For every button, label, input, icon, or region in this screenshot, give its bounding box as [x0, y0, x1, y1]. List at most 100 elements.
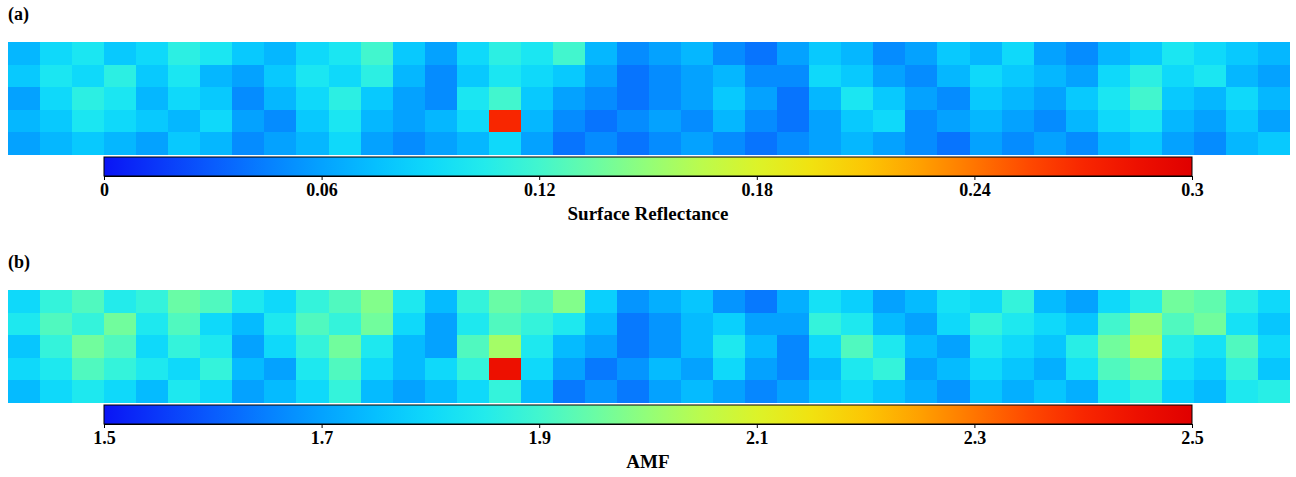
- cell: [970, 380, 1003, 403]
- cell: [72, 132, 105, 155]
- cell: [361, 65, 394, 88]
- cell: [1162, 380, 1195, 403]
- cell: [585, 110, 618, 133]
- cell: [809, 132, 842, 155]
- cell: [1066, 313, 1099, 336]
- cell: [136, 335, 169, 358]
- cell: [393, 290, 426, 313]
- cell: [713, 290, 746, 313]
- cell: [713, 335, 746, 358]
- cell: [649, 358, 682, 381]
- panel-label: (b): [8, 252, 30, 273]
- cell: [296, 313, 329, 336]
- cell: [1002, 358, 1035, 381]
- cell: [104, 110, 137, 133]
- cell: [1258, 313, 1290, 336]
- cell: [136, 132, 169, 155]
- cell: [1066, 87, 1099, 110]
- cell: [1226, 313, 1259, 336]
- cell: [970, 358, 1003, 381]
- cell: [553, 132, 586, 155]
- cell: [905, 290, 938, 313]
- cell: [1066, 132, 1099, 155]
- cell: [841, 110, 874, 133]
- cell: [1034, 132, 1067, 155]
- cell: [521, 132, 554, 155]
- cell: [970, 335, 1003, 358]
- cell: [1098, 132, 1131, 155]
- cell: [8, 65, 41, 88]
- cell: [1194, 87, 1227, 110]
- cell: [8, 335, 41, 358]
- cell: [745, 110, 778, 133]
- cell: [489, 65, 522, 88]
- tick: 0: [100, 176, 109, 200]
- cell: [8, 380, 41, 403]
- cell: [1098, 313, 1131, 336]
- cell: [329, 42, 362, 65]
- tick: 1.9: [528, 424, 551, 448]
- cell: [970, 87, 1003, 110]
- cell: [104, 87, 137, 110]
- cell: [168, 87, 201, 110]
- cell: [264, 65, 297, 88]
- cell: [104, 290, 137, 313]
- cell: [649, 65, 682, 88]
- cell: [329, 65, 362, 88]
- cell: [489, 380, 522, 403]
- cell: [1098, 290, 1131, 313]
- cell: [681, 380, 714, 403]
- cell: [40, 290, 73, 313]
- cell: [1130, 110, 1163, 133]
- cell: [585, 42, 618, 65]
- cell: [489, 313, 522, 336]
- tick: 0.3: [1181, 176, 1204, 200]
- cell: [841, 87, 874, 110]
- cell: [457, 65, 490, 88]
- colorbar-axis: 00.060.120.180.240.3: [100, 176, 1204, 200]
- cell: [617, 290, 650, 313]
- cell: [136, 313, 169, 336]
- tick: 0.24: [959, 176, 991, 200]
- cell: [296, 42, 329, 65]
- cell: [873, 87, 906, 110]
- tick: 0.06: [306, 176, 338, 200]
- cell: [1258, 42, 1290, 65]
- cell: [649, 335, 682, 358]
- cell: [937, 335, 970, 358]
- cell: [873, 42, 906, 65]
- cell: [393, 65, 426, 88]
- cell: [136, 358, 169, 381]
- cell: [425, 380, 458, 403]
- cell: [873, 380, 906, 403]
- axis-line: [105, 177, 1193, 181]
- cell: [841, 42, 874, 65]
- colorbar: [104, 405, 1192, 424]
- cell: [136, 110, 169, 133]
- cell: [232, 42, 265, 65]
- cell: [937, 132, 970, 155]
- cell: [296, 358, 329, 381]
- cell: [136, 380, 169, 403]
- cell: [232, 65, 265, 88]
- cell: [425, 42, 458, 65]
- cell: [1130, 132, 1163, 155]
- cell: [1002, 87, 1035, 110]
- cell: [937, 87, 970, 110]
- cell: [585, 335, 618, 358]
- cell: [8, 132, 41, 155]
- cell: [1130, 313, 1163, 336]
- cell: [777, 313, 810, 336]
- cell: [329, 110, 362, 133]
- cell: [521, 358, 554, 381]
- cell: [40, 65, 73, 88]
- cell: [489, 358, 522, 381]
- cell: [1162, 110, 1195, 133]
- cell: [1162, 290, 1195, 313]
- cell: [617, 87, 650, 110]
- cell: [1194, 335, 1227, 358]
- cell: [617, 110, 650, 133]
- cell: [393, 335, 426, 358]
- cell: [40, 358, 73, 381]
- heatmap-cells: [8, 290, 1290, 403]
